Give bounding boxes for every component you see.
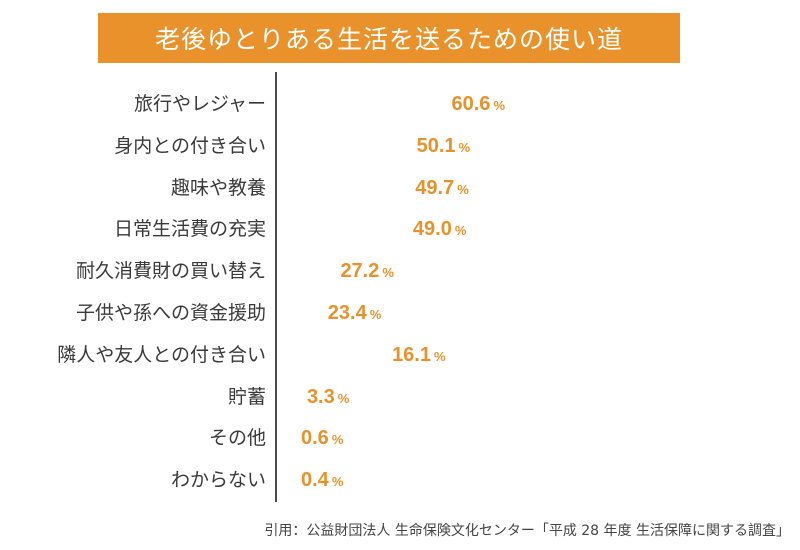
value-label: 60.6% xyxy=(452,92,506,118)
value-number: 0.6 xyxy=(301,427,329,450)
value-label: 16.1% xyxy=(392,343,446,369)
value-unit: % xyxy=(369,307,382,322)
value-label: 3.3% xyxy=(307,385,349,411)
source-citation: 引用：公益財団法人 生命保険文化センター「平成 28 年度 生活保障に関する調査… xyxy=(264,523,790,539)
value-label: 0.6% xyxy=(301,426,343,452)
value-unit: % xyxy=(331,474,344,490)
value-unit: % xyxy=(337,390,350,406)
value-label: 0.4% xyxy=(301,468,343,494)
value-number: 0.4 xyxy=(301,469,329,492)
category-axis-line xyxy=(275,72,277,502)
value-number: 49.0 xyxy=(412,218,452,241)
value-label: 50.1% xyxy=(417,134,471,160)
category-label: 耐久消費財の買い替え xyxy=(75,260,266,283)
category-label: その他 xyxy=(208,427,266,450)
category-label: 趣味や教養 xyxy=(170,176,266,199)
value-unit: % xyxy=(434,348,446,364)
value-unit: % xyxy=(382,265,394,281)
category-label: 子供や孫への資金援助 xyxy=(75,302,266,324)
value-unit: % xyxy=(331,432,344,448)
value-number: 49.7 xyxy=(415,176,455,199)
value-label: 23.4% xyxy=(328,301,382,327)
category-label: 旅行やレジャー xyxy=(133,93,266,115)
value-label: 49.0% xyxy=(413,217,467,243)
value-label: 49.7% xyxy=(415,176,469,202)
value-number: 50.1 xyxy=(416,134,456,157)
category-label: 日常生活費の充実 xyxy=(113,218,266,241)
value-unit: % xyxy=(458,139,471,155)
value-number: 23.4 xyxy=(327,302,367,324)
value-number: 27.2 xyxy=(340,260,380,283)
category-label: 隣人や友人との付き合い xyxy=(57,343,266,366)
chart-title: 老後ゆとりある生活を送るための使い道 xyxy=(98,13,680,63)
value-unit: % xyxy=(493,98,505,113)
value-number: 16.1 xyxy=(392,343,431,366)
category-label: 身内との付き合い xyxy=(114,134,266,157)
category-label: 貯蓄 xyxy=(227,385,266,408)
value-unit: % xyxy=(454,223,467,239)
value-unit: % xyxy=(457,181,469,197)
value-label: 27.2% xyxy=(340,259,394,285)
category-label: わからない xyxy=(170,469,266,492)
value-number: 3.3 xyxy=(306,385,335,408)
value-number: 60.6 xyxy=(451,93,491,115)
